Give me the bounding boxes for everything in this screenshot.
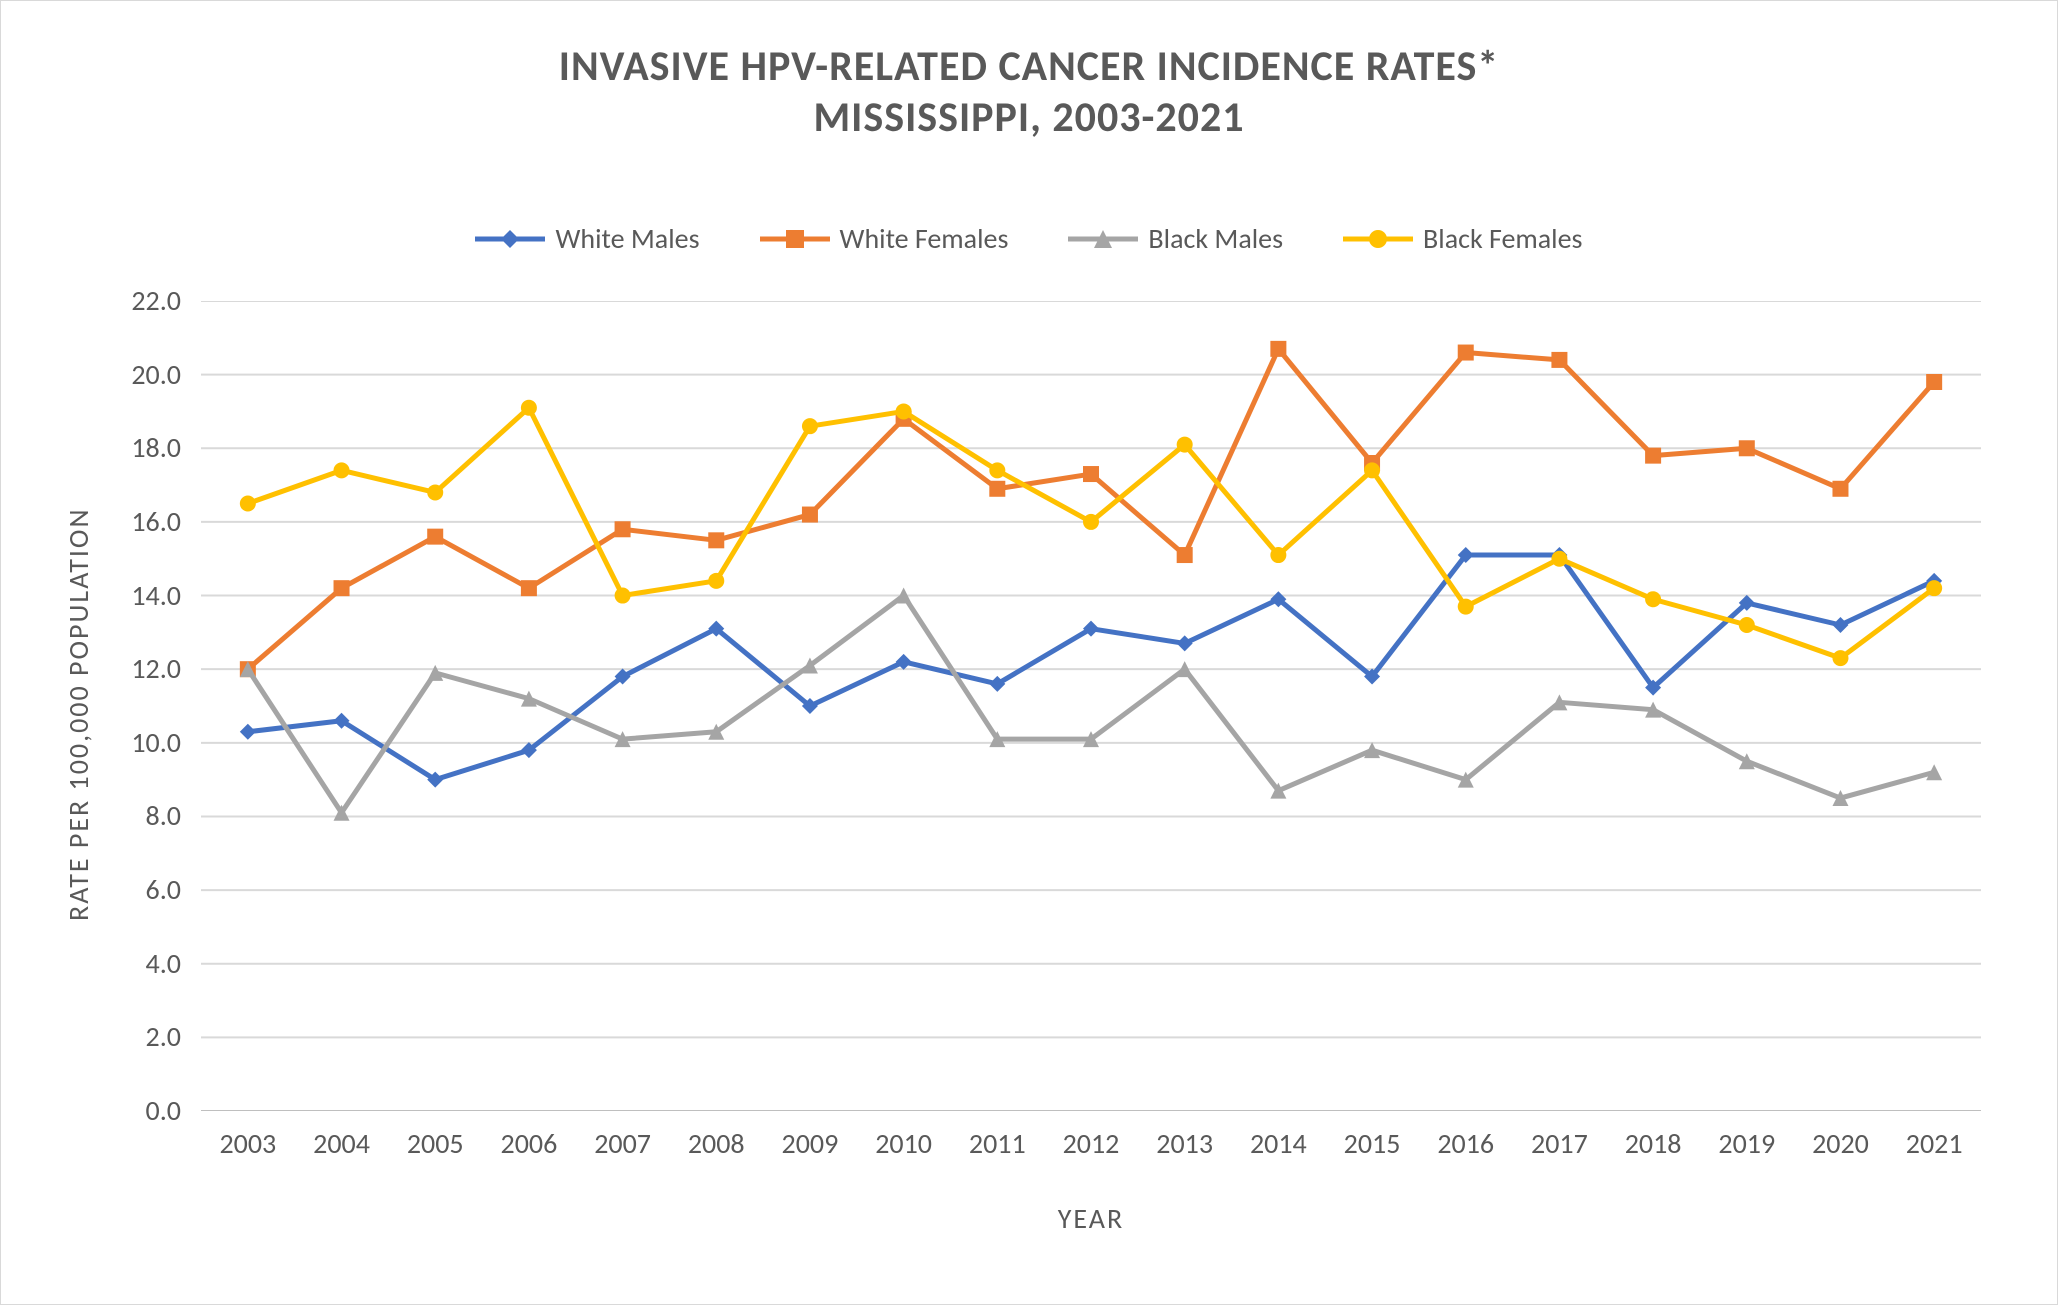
y-tick-label: 20.0 xyxy=(111,357,181,392)
y-tick-label: 0.0 xyxy=(111,1093,181,1128)
x-tick-label: 2017 xyxy=(1519,1126,1599,1161)
x-tick-label: 2012 xyxy=(1051,1126,1131,1161)
legend-swatch xyxy=(760,229,830,249)
legend-swatch xyxy=(475,229,545,249)
legend-item: Black Males xyxy=(1068,221,1283,256)
x-tick-label: 2019 xyxy=(1707,1126,1787,1161)
y-tick-label: 10.0 xyxy=(111,725,181,760)
legend-label: White Males xyxy=(555,221,699,256)
y-tick-label: 14.0 xyxy=(111,578,181,613)
x-tick-label: 2016 xyxy=(1426,1126,1506,1161)
legend-label: Black Males xyxy=(1148,221,1283,256)
chart-title: INVASIVE HPV-RELATED CANCER INCIDENCE RA… xyxy=(1,41,2057,143)
legend: White Males White Females Black Males Black… xyxy=(1,221,2057,256)
y-tick-label: 12.0 xyxy=(111,651,181,686)
y-tick-label: 2.0 xyxy=(111,1019,181,1054)
legend-swatch xyxy=(1343,229,1413,249)
y-axis-title: RATE PER 100,000 POPULATION xyxy=(61,507,96,921)
chart-container: INVASIVE HPV-RELATED CANCER INCIDENCE RA… xyxy=(0,0,2058,1305)
legend-item: Black Females xyxy=(1343,221,1582,256)
x-tick-label: 2020 xyxy=(1800,1126,1880,1161)
x-tick-label: 2008 xyxy=(676,1126,756,1161)
legend-swatch xyxy=(1068,229,1138,249)
x-tick-label: 2005 xyxy=(395,1126,475,1161)
y-tick-label: 16.0 xyxy=(111,504,181,539)
x-tick-label: 2014 xyxy=(1238,1126,1318,1161)
x-tick-label: 2009 xyxy=(770,1126,850,1161)
x-tick-label: 2006 xyxy=(489,1126,569,1161)
x-tick-label: 2021 xyxy=(1894,1126,1974,1161)
x-tick-label: 2013 xyxy=(1145,1126,1225,1161)
x-tick-label: 2018 xyxy=(1613,1126,1693,1161)
x-axis-title: YEAR xyxy=(201,1201,1981,1236)
chart-title-line2: MISSISSIPPI, 2003-2021 xyxy=(1,92,2057,143)
y-tick-label: 6.0 xyxy=(111,872,181,907)
legend-item: White Females xyxy=(760,221,1009,256)
x-tick-label: 2010 xyxy=(864,1126,944,1161)
x-tick-label: 2015 xyxy=(1332,1126,1412,1161)
chart-title-line1: INVASIVE HPV-RELATED CANCER INCIDENCE RA… xyxy=(1,41,2057,92)
legend-label: Black Females xyxy=(1423,221,1582,256)
x-tick-label: 2007 xyxy=(583,1126,663,1161)
y-tick-label: 18.0 xyxy=(111,430,181,465)
legend-item: White Males xyxy=(475,221,699,256)
x-tick-label: 2003 xyxy=(208,1126,288,1161)
x-tick-label: 2004 xyxy=(302,1126,382,1161)
y-tick-label: 4.0 xyxy=(111,946,181,981)
y-tick-label: 22.0 xyxy=(111,283,181,318)
x-tick-label: 2011 xyxy=(957,1126,1037,1161)
legend-label: White Females xyxy=(840,221,1009,256)
plot-area xyxy=(201,301,1981,1111)
y-tick-label: 8.0 xyxy=(111,798,181,833)
